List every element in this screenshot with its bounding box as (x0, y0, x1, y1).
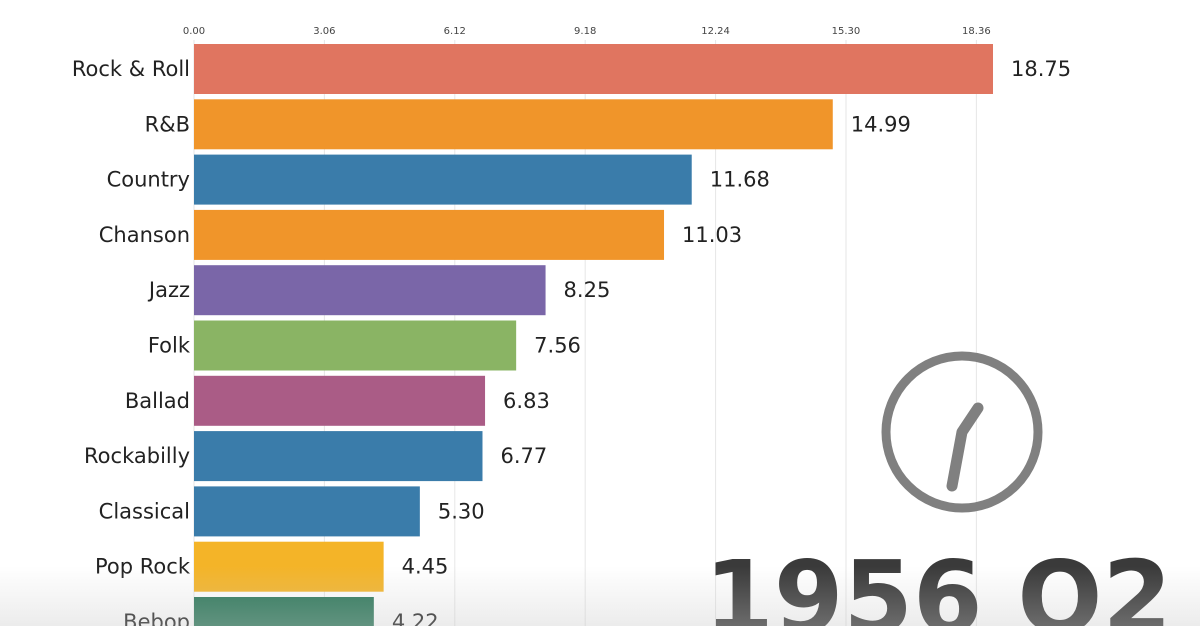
x-tick-label: 9.18 (574, 26, 596, 37)
bar-row: Classical 5.30 (99, 486, 485, 537)
bar-row: R&B 14.99 (145, 99, 911, 150)
value-label: 18.75 (1011, 57, 1071, 81)
value-label: 14.99 (851, 112, 911, 136)
x-tick-label: 18.36 (962, 26, 991, 37)
value-label: 11.03 (682, 223, 742, 247)
bar-row: Rockabilly 6.77 (84, 431, 547, 482)
category-label: Country (107, 168, 190, 192)
clock-face (881, 351, 1043, 513)
category-label: Jazz (147, 278, 190, 302)
bar (194, 431, 483, 482)
bar-row: Chanson 11.03 (99, 209, 742, 260)
category-label: Rockabilly (84, 444, 190, 468)
value-label: 11.68 (710, 168, 770, 192)
bar-row: Pop Rock 4.45 (95, 541, 449, 592)
bar (194, 320, 517, 371)
bar-row: Ballad 6.83 (125, 375, 550, 426)
category-label: Pop Rock (95, 555, 191, 579)
bar (194, 541, 384, 592)
bar-row: Jazz 8.25 (147, 265, 611, 316)
bar (194, 99, 833, 150)
bar (194, 44, 993, 94)
category-label: R&B (145, 112, 190, 136)
category-label: Bebop (123, 610, 190, 626)
bar (194, 265, 546, 316)
bar (194, 597, 374, 626)
x-tick-label: 3.06 (313, 26, 335, 37)
value-label: 6.83 (503, 389, 550, 413)
clock-hand (946, 402, 984, 492)
value-label: 5.30 (438, 499, 485, 523)
bar (194, 486, 420, 537)
bar-row: Country 11.68 (107, 154, 770, 205)
x-tick-label: 6.12 (444, 26, 466, 37)
category-label: Chanson (99, 223, 190, 247)
value-label: 7.56 (534, 334, 581, 358)
category-label: Classical (99, 499, 190, 523)
x-tick-label: 15.30 (832, 26, 861, 37)
value-label: 4.45 (402, 555, 449, 579)
bars: Rock & Roll 18.75 R&B 14.99 Country 11.68 Chan… (72, 44, 1071, 626)
category-label: Folk (148, 334, 191, 358)
bar-row: Bebop 4.22 (123, 597, 439, 626)
bar (194, 375, 486, 426)
period-label: 1956 Q2 (704, 539, 1172, 626)
bar-row: Folk 7.56 (148, 320, 581, 371)
value-label: 4.22 (392, 610, 439, 626)
value-label: 6.77 (500, 444, 547, 468)
value-label: 8.25 (564, 278, 611, 302)
x-axis-ticks: 0.00 3.06 6.12 9.18 12.24 15.30 18.36 (183, 26, 991, 37)
bar-row: Rock & Roll 18.75 (72, 44, 1071, 94)
clock-icon (881, 351, 1043, 513)
x-tick-label: 0.00 (183, 26, 205, 37)
category-label: Ballad (125, 389, 190, 413)
bar (194, 209, 665, 260)
category-label: Rock & Roll (72, 57, 190, 81)
x-tick-label: 12.24 (701, 26, 730, 37)
bar (194, 154, 692, 205)
